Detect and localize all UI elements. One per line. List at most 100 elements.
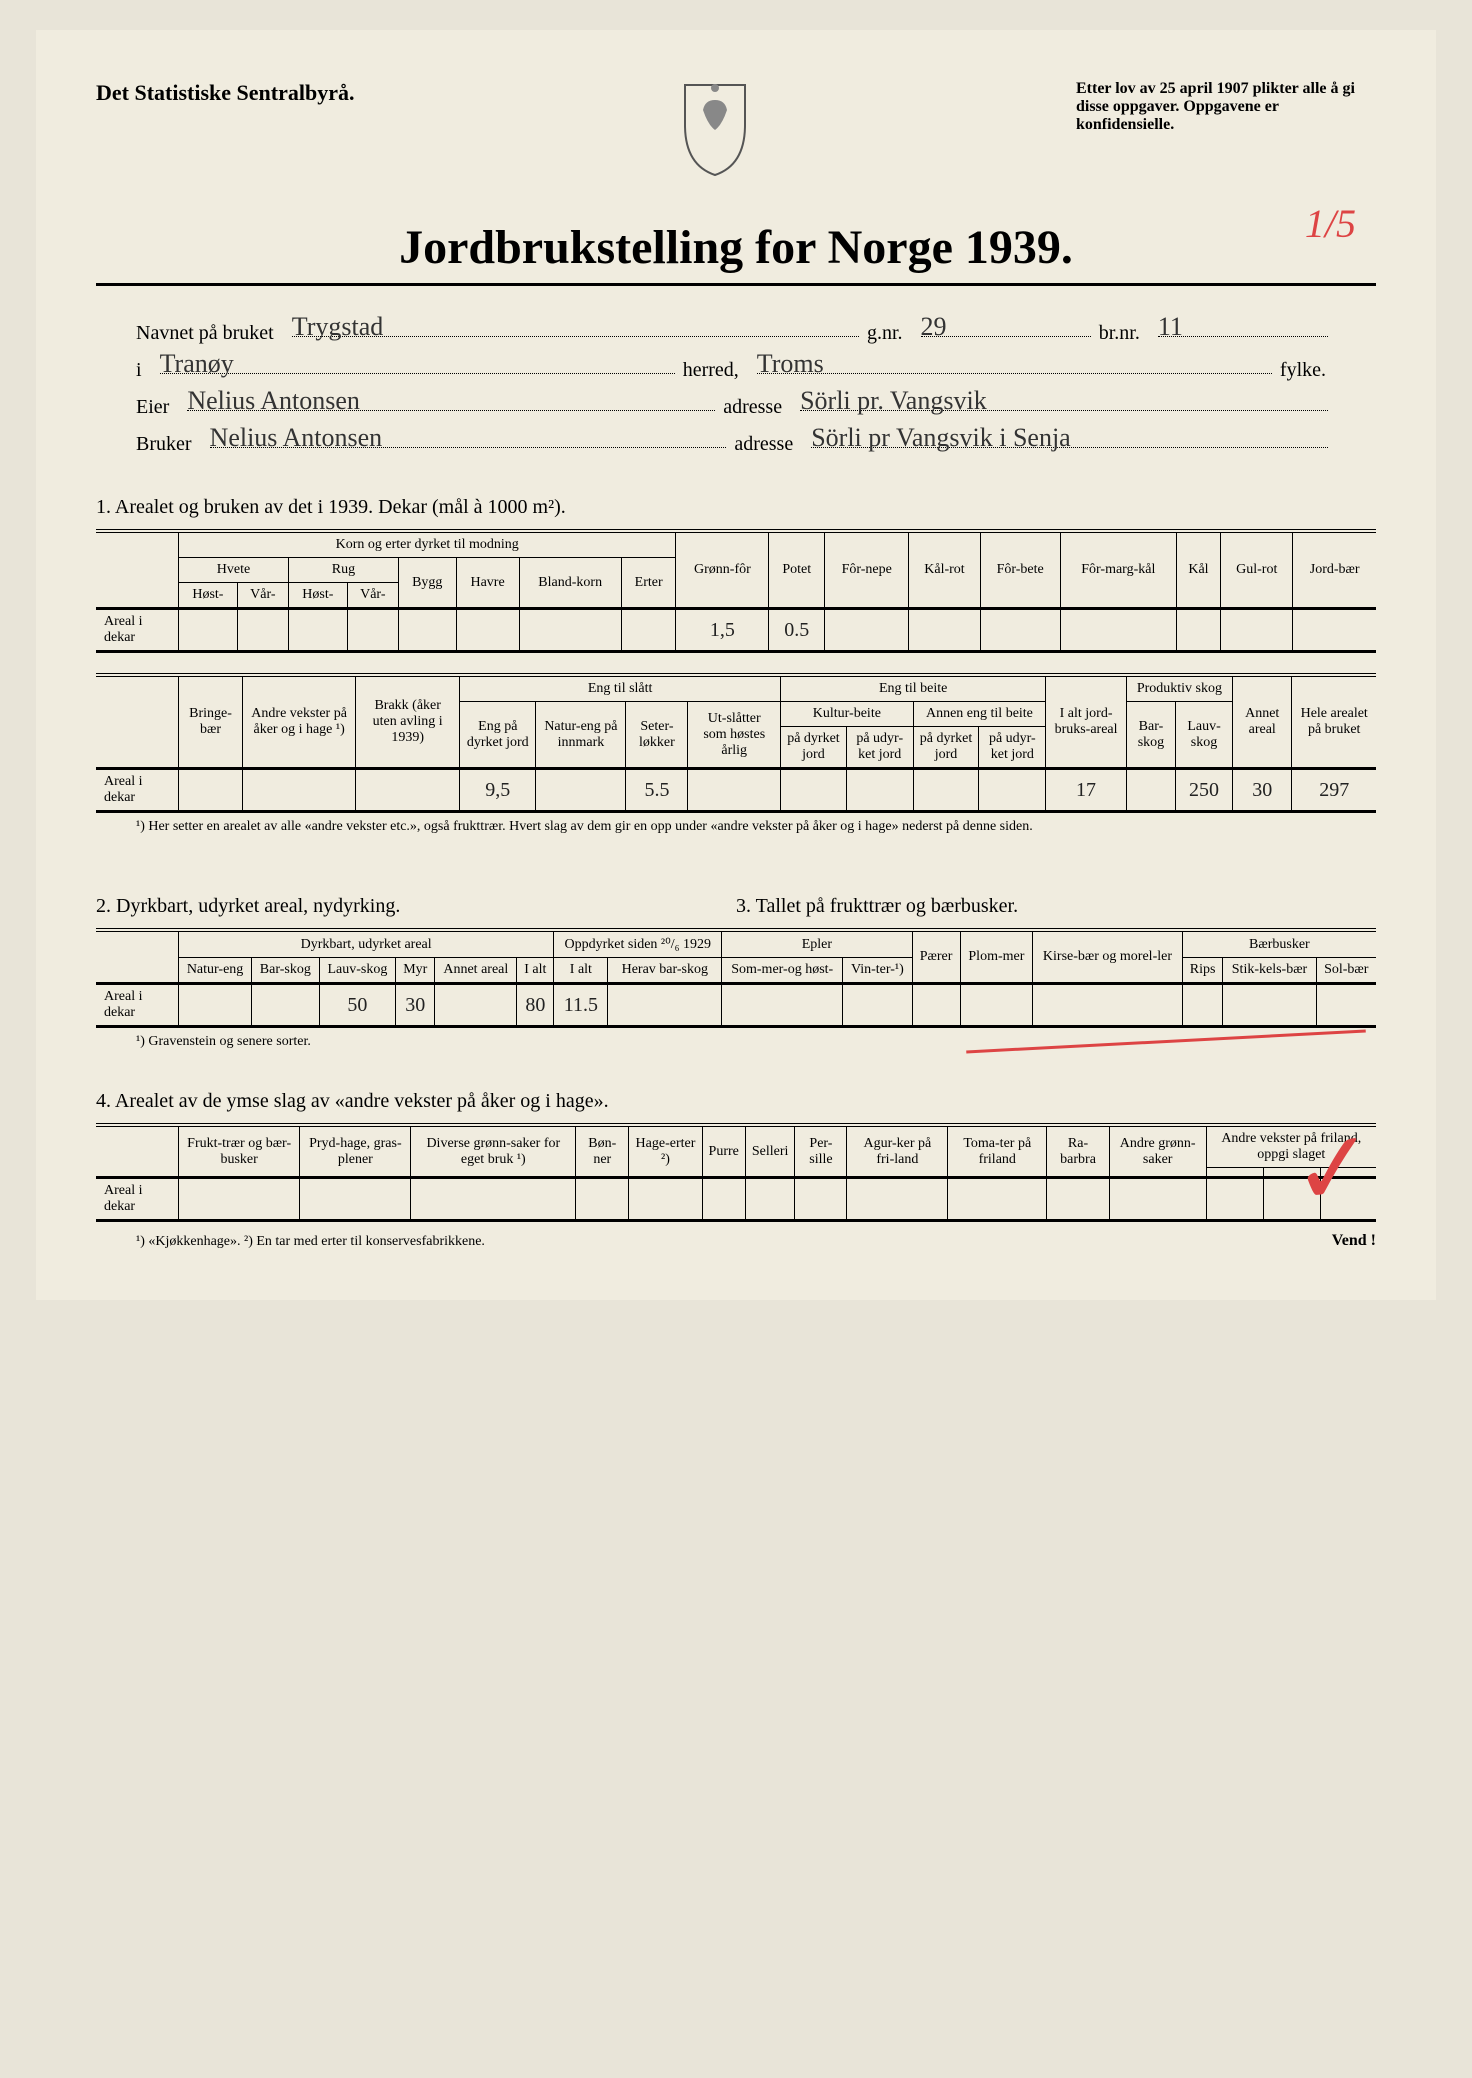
th-formargkal: Fôr-marg-kål	[1060, 531, 1176, 609]
th-host2: Høst-	[288, 583, 347, 609]
th-brakk: Brakk (åker uten avling i 1939)	[356, 675, 460, 769]
section4-heading: 4. Arealet av de ymse slag av «andre vek…	[96, 1090, 1376, 1113]
th-stikkels: Stik-kels-bær	[1223, 958, 1316, 984]
th-andre: Andre vekster på åker og i hage ¹)	[243, 675, 356, 769]
th-sommer: Som-mer-og høst-	[722, 958, 843, 984]
th-var1: Vår-	[237, 583, 288, 609]
row-label-4: Areal i dekar	[96, 1178, 179, 1221]
th-oppdyrket: Oppdyrket siden ²⁰/₆ 1929	[554, 930, 722, 958]
th-var2: Vår-	[347, 583, 398, 609]
th-padyrk2: på dyrket jord	[913, 727, 979, 769]
th-gronnfor: Grønn-fôr	[676, 531, 769, 609]
table-23: Dyrkbart, udyrket areal Oppdyrket siden …	[96, 928, 1376, 1028]
label-eier: Eier	[136, 396, 169, 419]
th-rug: Rug	[288, 558, 398, 583]
th-diverse: Diverse grønn-saker for eget bruk ¹)	[411, 1125, 576, 1178]
footnote-4: ¹) «Kjøkkenhage». ²) En tar med erter ti…	[96, 1234, 1332, 1250]
th-kal: Kål	[1176, 531, 1220, 609]
th-paerer: Pærer	[912, 930, 960, 984]
th-bringe: Bringe-bær	[179, 675, 243, 769]
th-plommer: Plom-mer	[960, 930, 1033, 984]
th-bonner: Bøn-ner	[576, 1125, 629, 1178]
val-myr: 30	[396, 984, 435, 1027]
th-vinter: Vin-ter-¹)	[843, 958, 912, 984]
th-gulrot: Gul-rot	[1221, 531, 1293, 609]
farm-info-block: Navnet på bruket Trygstad g.nr. 29 br.nr…	[96, 316, 1376, 456]
th-kalrot: Kål-rot	[909, 531, 980, 609]
th-hele: Hele arealet på bruket	[1292, 675, 1376, 769]
red-annotation: 1/5	[1305, 200, 1356, 247]
th-purre: Purre	[702, 1125, 745, 1178]
label-eier-adresse: adresse	[723, 396, 782, 419]
value-bruker-adresse: Sörli pr Vangsvik i Senja	[811, 423, 1071, 452]
section3-heading: 3. Tallet på frukttrær og bærbusker.	[736, 895, 1376, 918]
coat-of-arms-icon	[675, 80, 755, 180]
th-havre: Havre	[456, 558, 519, 609]
th-natureng: Natur-eng på innmark	[536, 702, 626, 769]
th-fornepe: Fôr-nepe	[825, 531, 909, 609]
th-rabarbra: Ra-barbra	[1047, 1125, 1110, 1178]
row-label-1b: Areal i dekar	[96, 769, 179, 812]
legal-notice: Etter lov av 25 april 1907 plikter alle …	[1076, 80, 1376, 134]
th-hvete: Hvete	[179, 558, 289, 583]
th-paudyrk1: på udyr-ket jord	[846, 727, 913, 769]
th-engdyrket: Eng på dyrket jord	[460, 702, 536, 769]
val-ialt2: 80	[517, 984, 554, 1027]
row-label-1a: Areal i dekar	[96, 609, 179, 652]
th-oppialt: I alt	[554, 958, 608, 984]
th-tomater: Toma-ter på friland	[948, 1125, 1047, 1178]
th-epler: Epler	[722, 930, 912, 958]
table-4: Frukt-trær og bær-busker Pryd-hage, gras…	[96, 1123, 1376, 1222]
th-forbete: Fôr-bete	[980, 531, 1060, 609]
value-i: Tranøy	[160, 349, 234, 378]
th-bygg: Bygg	[398, 558, 456, 609]
label-i: i	[136, 359, 142, 382]
th-lauvskog: Lauv-skog	[1176, 702, 1233, 769]
th-barskog2: Bar-skog	[252, 958, 319, 984]
th-solbaer: Sol-bær	[1316, 958, 1376, 984]
th-andregronn: Andre grønn-saker	[1109, 1125, 1206, 1178]
th-ialtjord: I alt jord-bruks-areal	[1046, 675, 1127, 769]
th-annet2: Annet areal	[435, 958, 517, 984]
th-blandkorn: Bland-korn	[519, 558, 621, 609]
val-oppialt: 11.5	[554, 984, 608, 1027]
value-gnr: 29	[921, 312, 947, 341]
th-host1: Høst-	[179, 583, 238, 609]
section2-heading: 2. Dyrkbart, udyrket areal, nydyrking.	[96, 895, 736, 918]
label-herred: herred,	[683, 359, 739, 382]
value-bruker: Nelius Antonsen	[210, 423, 383, 452]
val-annet: 30	[1233, 769, 1292, 812]
th-potet: Potet	[769, 531, 825, 609]
val-lauv2: 50	[319, 984, 396, 1027]
val-engdyrket: 9,5	[460, 769, 536, 812]
label-navnet: Navnet på bruket	[136, 322, 274, 345]
value-navnet: Trygstad	[292, 312, 384, 341]
label-bruker-adresse: adresse	[734, 433, 793, 456]
th-ialt2: I alt	[517, 958, 554, 984]
value-eier: Nelius Antonsen	[187, 386, 360, 415]
th-persille: Per-sille	[795, 1125, 847, 1178]
th-barskog: Bar-skog	[1126, 702, 1175, 769]
label-brnr: br.nr.	[1099, 322, 1140, 345]
th-myr: Myr	[396, 958, 435, 984]
vend-label: Vend !	[1332, 1232, 1376, 1250]
val-hele: 297	[1292, 769, 1376, 812]
section1-heading: 1. Arealet og bruken av det i 1939. Deka…	[96, 496, 1376, 519]
val-gronnfor: 1,5	[676, 609, 769, 652]
value-eier-adresse: Sörli pr. Vangsvik	[800, 386, 987, 415]
th-frukt: Frukt-trær og bær-busker	[179, 1125, 300, 1178]
th-rips: Rips	[1182, 958, 1223, 984]
label-gnr: g.nr.	[867, 322, 903, 345]
th-agurker: Agur-ker på fri-land	[847, 1125, 948, 1178]
row-label-2: Areal i dekar	[96, 984, 179, 1027]
th-korn: Korn og erter dyrket til modning	[179, 531, 676, 558]
label-fylke: fylke.	[1280, 359, 1326, 382]
th-padyrk1: på dyrket jord	[781, 727, 847, 769]
bureau-name: Det Statistiske Sentralbyrå.	[96, 80, 354, 106]
th-heravbar: Herav bar-skog	[608, 958, 722, 984]
label-bruker: Bruker	[136, 433, 192, 456]
th-dyrkbart: Dyrkbart, udyrket areal	[179, 930, 554, 958]
th-utslatt: Ut-slåtter som høstes årlig	[688, 702, 781, 769]
val-ialt: 17	[1046, 769, 1127, 812]
footnote-1: ¹) Her setter en arealet av alle «andre …	[96, 819, 1376, 835]
